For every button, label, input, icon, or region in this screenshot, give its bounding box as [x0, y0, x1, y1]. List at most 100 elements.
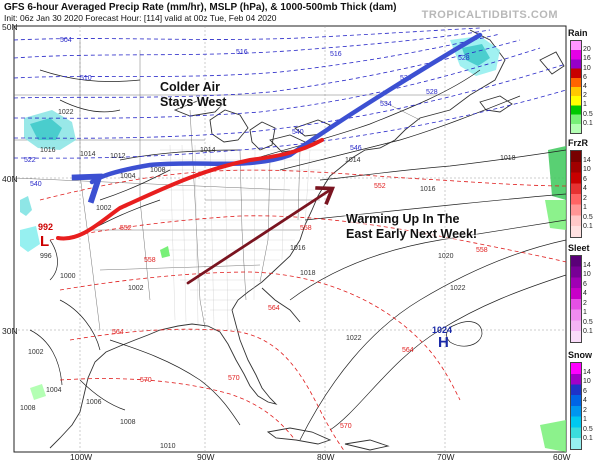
map-title: GFS 6-hour Averaged Precip Rate (mm/hr),…: [4, 2, 397, 13]
svg-text:546: 546: [350, 145, 362, 152]
svg-text:1016: 1016: [40, 147, 56, 154]
map-canvas: 1014 1016 1020 1022 1022 1016 1018 1022 …: [13, 25, 567, 453]
svg-text:1000: 1000: [60, 273, 76, 280]
legend-tick-label: 1: [583, 416, 587, 424]
map-subtitle: Init: 06z Jan 30 2020 Forecast Hour: [11…: [4, 13, 277, 23]
rain-legend: Rain 20 16 10 6 4 2 1 0.5 0.1: [568, 28, 600, 134]
legend-tick-label: 6: [583, 280, 587, 288]
legend-tick-label: 6: [583, 73, 587, 81]
legend-tick-label: 0.1: [583, 435, 593, 443]
lon-label-90w: 90W: [197, 452, 215, 462]
svg-text:528: 528: [458, 55, 470, 62]
thickness-warm: [39, 169, 567, 453]
svg-text:504: 504: [60, 37, 72, 44]
svg-text:1008: 1008: [150, 167, 166, 174]
legend-tick-label: 10: [583, 271, 591, 279]
legend-tick-label: 4: [583, 397, 587, 405]
legend-tick-label: 2: [583, 194, 587, 202]
legend-tick-label: 6: [583, 175, 587, 183]
legend-tick-label: 10: [583, 64, 591, 72]
svg-text:1010: 1010: [160, 443, 176, 450]
svg-text:564: 564: [112, 329, 124, 336]
svg-text:996: 996: [40, 253, 52, 260]
svg-text:552: 552: [374, 183, 386, 190]
legend-tick-label: 0.5: [583, 213, 593, 221]
legend-tick-label: 14: [583, 156, 591, 164]
snow-legend-title: Snow: [568, 350, 592, 360]
svg-text:552: 552: [120, 225, 132, 232]
legend-tick-label: 20: [583, 46, 591, 54]
svg-text:570: 570: [340, 423, 352, 430]
svg-text:1006: 1006: [86, 399, 102, 406]
snow-color-bar: [570, 362, 582, 450]
svg-text:1022: 1022: [346, 335, 362, 342]
svg-text:1020: 1020: [438, 253, 454, 260]
svg-text:1008: 1008: [120, 419, 136, 426]
svg-text:540: 540: [30, 181, 42, 188]
low-pressure-center: 992 L: [38, 222, 53, 250]
low-pressure-value: 992: [38, 222, 53, 232]
legend-tick-label: 0.5: [583, 318, 593, 326]
svg-text:1004: 1004: [120, 173, 136, 180]
legend-tick-label: 4: [583, 83, 587, 90]
lon-label-60w: 60W: [553, 452, 571, 462]
svg-text:1004: 1004: [46, 387, 62, 394]
svg-text:558: 558: [300, 225, 312, 232]
svg-text:1022: 1022: [450, 285, 466, 292]
legend-tick-label: 16: [583, 55, 591, 63]
legend-tick-label: 2: [583, 92, 587, 100]
thickness-labels: 504 516 516 510 534 528 534 522 540 540 …: [24, 37, 488, 430]
lon-label-80w: 80W: [317, 452, 335, 462]
warming-arrow: [186, 190, 330, 285]
thickness-cold: [13, 27, 567, 159]
warm-front-line: [56, 138, 324, 241]
legend-tick-label: 0.1: [583, 328, 593, 336]
svg-text:558: 558: [476, 247, 488, 254]
legend-tick-label: 2: [583, 406, 587, 414]
svg-text:564: 564: [268, 305, 280, 312]
svg-text:540: 540: [292, 129, 304, 136]
isobars: [29, 69, 567, 441]
map-frame: [13, 25, 567, 453]
svg-text:1014: 1014: [80, 151, 96, 158]
cold-air-arrow: [92, 32, 483, 182]
svg-text:522: 522: [24, 157, 36, 164]
svg-text:534: 534: [380, 101, 392, 108]
svg-text:1002: 1002: [28, 349, 44, 356]
svg-text:558: 558: [144, 257, 156, 264]
high-pressure-letter: H: [438, 334, 449, 351]
svg-text:1016: 1016: [290, 245, 306, 252]
svg-text:516: 516: [236, 49, 248, 56]
rain-color-bar: [570, 40, 582, 134]
legend-tick-label: 2: [583, 299, 587, 307]
svg-text:1012: 1012: [110, 153, 126, 160]
svg-text:1018: 1018: [300, 270, 316, 277]
svg-text:516: 516: [330, 51, 342, 58]
svg-text:1014: 1014: [200, 147, 216, 154]
legend-tick-label: 1: [583, 204, 587, 212]
frzr-legend-title: FrzR: [568, 138, 588, 148]
legend-tick-label: 10: [583, 166, 591, 174]
lon-label-70w: 70W: [437, 452, 455, 462]
warming-line-1: Warming Up In The: [346, 212, 460, 226]
svg-text:570: 570: [228, 375, 240, 382]
freezing-rain-legend: FrzR 14 10 6 4 2 1 0.5 0.1: [568, 138, 600, 238]
svg-text:1002: 1002: [96, 205, 112, 212]
isobar-labels: 1014 1016 1020 1022 1022 1016 1018 1022 …: [20, 109, 516, 450]
legend-tick-label: 4: [583, 290, 587, 298]
lat-label-40n: 40N: [2, 174, 18, 184]
lat-label-30n: 30N: [2, 326, 18, 336]
svg-text:510: 510: [80, 75, 92, 82]
high-pressure-value: 1024: [432, 325, 452, 335]
svg-text:1008: 1008: [20, 405, 36, 412]
snow-legend: Snow 14 10 6 4 2 1 0.5 0.1: [568, 350, 600, 450]
svg-text:564: 564: [402, 347, 414, 354]
sleet-legend: Sleet 14 10 6 4 2 1 0.5 0.1: [568, 243, 600, 343]
svg-text:1022: 1022: [58, 109, 74, 116]
coastline: [49, 29, 565, 451]
legend-tick-label: 0.5: [583, 110, 593, 118]
svg-text:1002: 1002: [128, 285, 144, 292]
political-borders: [13, 40, 450, 331]
svg-text:1014: 1014: [345, 157, 361, 164]
legend-tick-label: 14: [583, 261, 591, 269]
